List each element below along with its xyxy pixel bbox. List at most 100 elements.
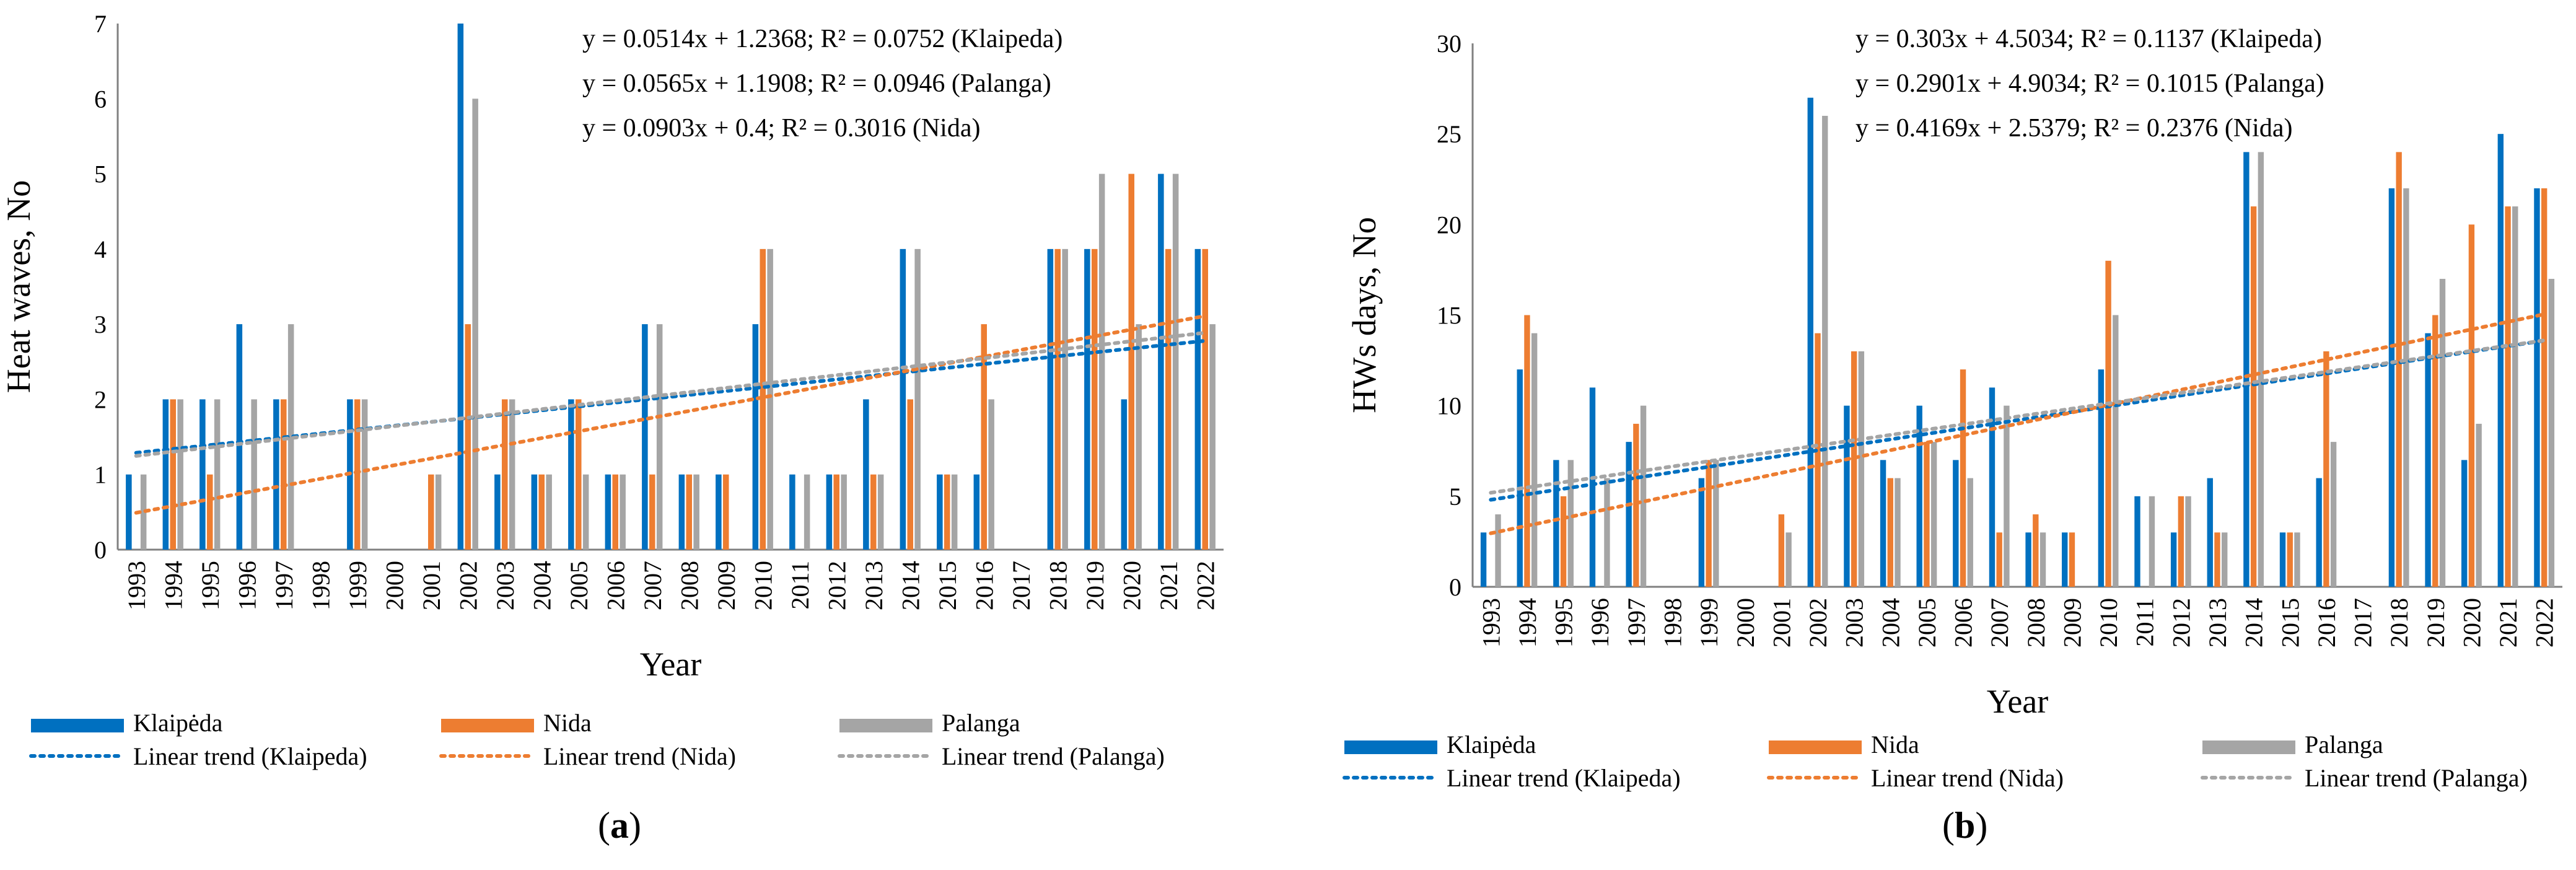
bar-nida-2003 — [1851, 351, 1857, 587]
x-tick-label: 2005 — [565, 561, 593, 610]
bar-klaipeda-2008 — [678, 474, 685, 550]
bar-nida-2004 — [538, 474, 545, 550]
bar-klaipeda-2016 — [2316, 478, 2322, 587]
bar-klaipeda-1999 — [1698, 478, 1705, 587]
x-tick-label: 2018 — [1044, 561, 1072, 610]
legend-swatch-nida — [441, 719, 534, 732]
x-tick-label: 1999 — [344, 561, 372, 610]
trend-equation: y = 0.0565x + 1.1908; R² = 0.0946 (Palan… — [582, 69, 1051, 98]
bar-palanga-2002 — [1822, 115, 1828, 587]
bar-nida-2016 — [2323, 351, 2329, 587]
bar-nida-2021 — [1165, 248, 1172, 550]
trend-line-nida — [1489, 312, 2546, 535]
bar-klaipeda-2006 — [1953, 460, 1959, 587]
x-tick-label: 2010 — [2095, 598, 2123, 648]
legend-swatch-klaipeda — [31, 719, 124, 732]
x-tick-label: 2004 — [1877, 598, 1904, 648]
bar-palanga-2011 — [804, 474, 810, 550]
bar-palanga-2015 — [951, 474, 958, 550]
bar-palanga-1999 — [1713, 460, 1719, 587]
bar-klaipeda-2015 — [937, 474, 943, 550]
bar-palanga-2021 — [2512, 206, 2518, 587]
x-tick-label: 2010 — [749, 561, 777, 610]
legend-label-klaipeda: Klaipėda — [1447, 731, 1536, 758]
bar-palanga-2008 — [693, 474, 699, 550]
bar-nida-2020 — [2468, 224, 2475, 587]
panel-label-open: ( — [598, 805, 610, 846]
x-tick-label: 1995 — [196, 561, 224, 610]
bar-klaipeda-2021 — [1158, 174, 1164, 550]
y-axis-title: Heat waves, No — [0, 180, 37, 393]
bar-klaipeda-2005 — [568, 399, 574, 550]
legend-label-palanga: Palanga — [942, 709, 1020, 737]
bar-nida-2020 — [1128, 174, 1135, 550]
x-tick-label: 2012 — [823, 561, 851, 610]
bar-palanga-2014 — [914, 248, 921, 550]
x-tick-label: 2022 — [2531, 598, 2559, 648]
bar-klaipeda-2021 — [2497, 134, 2504, 587]
bar-klaipeda-2018 — [2388, 188, 2395, 587]
bar-nida-2002 — [465, 324, 471, 550]
bar-palanga-2007 — [2004, 405, 2010, 587]
legend-trend-label-nida: Linear trend (Nida) — [543, 742, 736, 770]
bar-nida-1994 — [170, 399, 177, 550]
bar-palanga-1996 — [1604, 478, 1610, 587]
legend-label-palanga: Palanga — [2305, 731, 2383, 758]
x-tick-label: 1995 — [1550, 598, 1578, 648]
bar-klaipeda-2010 — [752, 324, 759, 550]
bar-palanga-2014 — [2258, 152, 2264, 587]
legend-label-nida: Nida — [1871, 731, 1919, 758]
x-tick-label: 2004 — [528, 561, 556, 610]
bar-nida-2002 — [1815, 333, 1821, 587]
bar-palanga-1996 — [251, 399, 257, 550]
x-tick-label: 2007 — [639, 561, 667, 610]
bar-nida-2016 — [981, 324, 988, 550]
bar-klaipeda-2018 — [1047, 248, 1054, 550]
x-tick-label: 1999 — [1695, 598, 1723, 648]
x-tick-label: 2017 — [1007, 561, 1035, 610]
y-tick-label: 0 — [1449, 573, 1461, 601]
panel-label: (b) — [1942, 805, 1987, 846]
bar-palanga-1997 — [1640, 405, 1647, 587]
bar-klaipeda-2011 — [789, 474, 795, 550]
bar-palanga-2010 — [2113, 315, 2119, 587]
legend-trend-label-palanga: Linear trend (Palanga) — [942, 742, 1165, 770]
legend-trend-label-klaipeda: Linear trend (Klaipeda) — [133, 742, 367, 770]
bar-nida-2010 — [760, 248, 766, 550]
bar-palanga-2001 — [1785, 532, 1792, 587]
bar-klaipeda-2013 — [2207, 478, 2213, 587]
legend-swatch-klaipeda — [1344, 740, 1437, 754]
bar-klaipeda-1995 — [199, 399, 206, 550]
bar-nida-2021 — [2505, 206, 2511, 587]
bar-klaipeda-2009 — [716, 474, 722, 550]
bar-palanga-1995 — [214, 399, 221, 550]
bar-palanga-1997 — [287, 324, 294, 550]
bar-klaipeda-2010 — [2098, 369, 2105, 587]
x-tick-label: 2015 — [2276, 598, 2304, 648]
x-tick-label: 2012 — [2167, 598, 2195, 648]
bar-palanga-2021 — [1172, 174, 1179, 550]
bar-klaipeda-2009 — [2062, 532, 2068, 587]
x-tick-label: 2016 — [2313, 598, 2341, 648]
bar-palanga-2020 — [1136, 324, 1142, 550]
x-tick-label: 2002 — [454, 561, 482, 610]
bar-palanga-2012 — [841, 474, 847, 550]
bar-palanga-1994 — [177, 399, 183, 550]
x-tick-label: 2008 — [675, 561, 703, 610]
bar-palanga-1994 — [1531, 333, 1538, 587]
bar-palanga-2005 — [1930, 442, 1937, 587]
bar-nida-2022 — [1202, 248, 1209, 550]
x-tick-label: 2020 — [1118, 561, 1146, 610]
bar-palanga-2007 — [656, 324, 663, 550]
y-tick-label: 3 — [94, 310, 107, 338]
bar-nida-2005 — [575, 399, 582, 550]
bar-palanga-1995 — [1567, 460, 1574, 587]
x-tick-label: 2003 — [1841, 598, 1868, 648]
x-tick-label: 1994 — [159, 561, 187, 610]
bar-nida-2019 — [2432, 315, 2438, 587]
x-tick-label: 2008 — [2022, 598, 2050, 648]
trend-line-nida — [134, 314, 1207, 515]
panel-label-close: ) — [1975, 805, 1987, 846]
x-tick-label: 2021 — [2494, 598, 2522, 648]
bar-nida-2013 — [870, 474, 877, 550]
